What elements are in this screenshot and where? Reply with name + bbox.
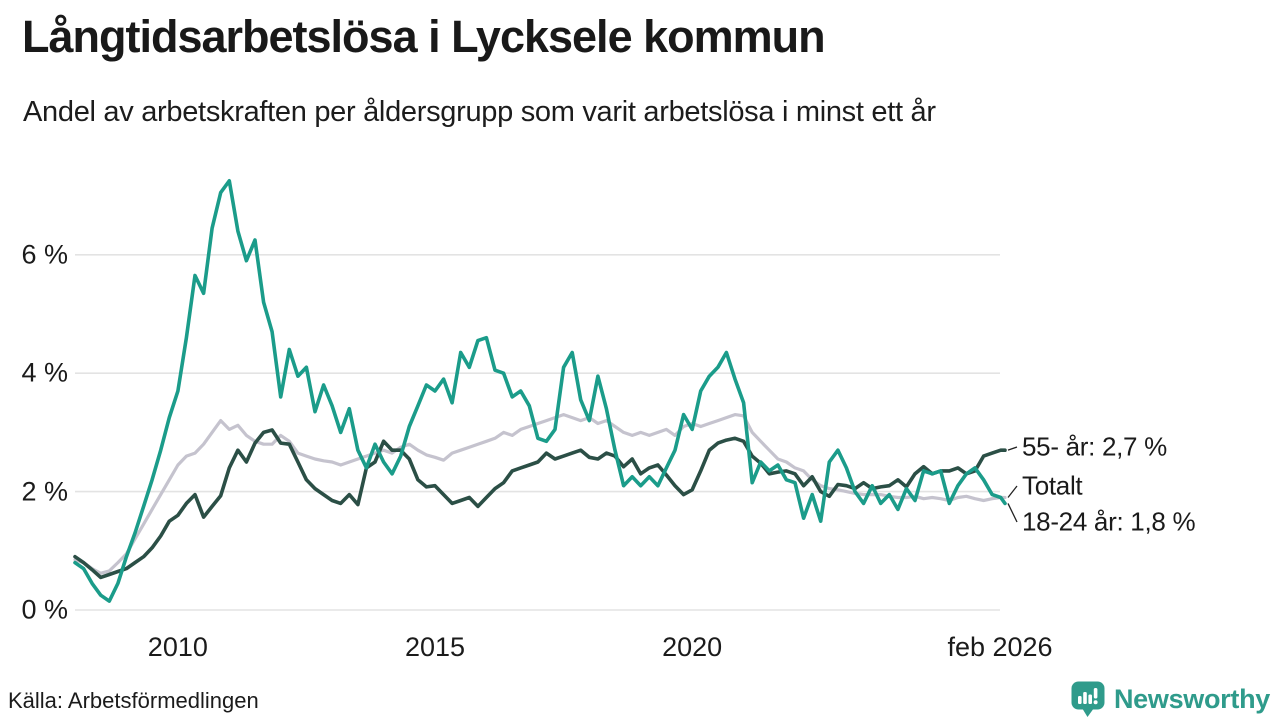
end-label-18-24r: 18-24 år: 1,8 % xyxy=(1022,506,1196,537)
series-line-55-r xyxy=(73,428,1007,580)
x-tick-label: 2015 xyxy=(404,632,466,662)
x-tick-label: 2010 xyxy=(147,632,208,662)
bar-chart-speech-bubble-icon xyxy=(1071,681,1105,717)
source-note: Källa: Arbetsförmedlingen xyxy=(8,688,259,713)
leader-line xyxy=(1007,485,1018,498)
y-tick-label: 6 % xyxy=(21,239,68,270)
page-title: Långtidsarbetslösa i Lycksele kommun xyxy=(22,11,826,62)
y-tick-label: 4 % xyxy=(21,357,68,388)
brand-name: Newsworthy xyxy=(1113,683,1270,714)
series-line-totalt xyxy=(73,413,1007,575)
x-tick-label: feb 2026 xyxy=(947,632,1053,662)
leader-line xyxy=(1007,446,1018,451)
end-label-55-r: 55- år: 2,7 % xyxy=(1022,431,1167,462)
newsworthy-logo: Newsworthy xyxy=(1070,680,1270,718)
x-tick-label: 2020 xyxy=(662,632,723,662)
leader-line xyxy=(1007,503,1018,523)
y-tick-label: 0 % xyxy=(21,594,68,625)
y-tick-label: 2 % xyxy=(21,476,68,507)
end-label-totalt: Totalt xyxy=(1022,470,1083,501)
chart-subtitle: Andel av arbetskraften per åldersgrupp s… xyxy=(23,96,936,128)
series-line-18-24r xyxy=(73,179,1007,603)
